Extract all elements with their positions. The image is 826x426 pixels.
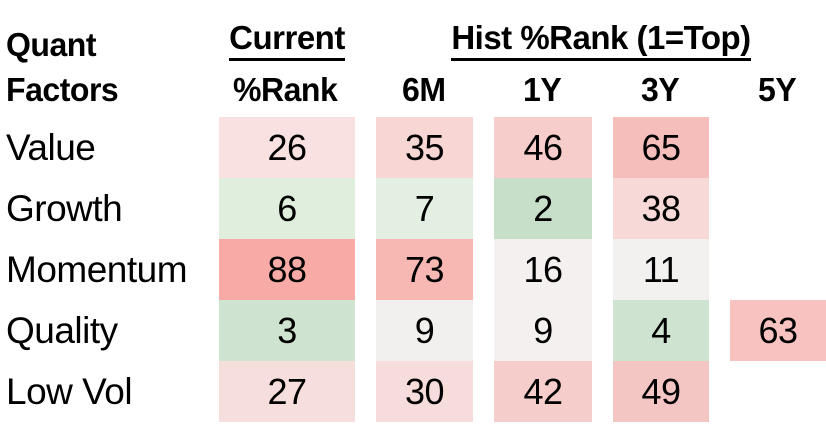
cell-low-vol-1y: 42 bbox=[494, 361, 592, 422]
cell-quality-current: 3 bbox=[219, 300, 355, 361]
cell-momentum-current: 88 bbox=[219, 239, 355, 300]
cell-momentum-3y: 11 bbox=[613, 239, 709, 300]
cell-growth-3y: 38 bbox=[613, 178, 709, 239]
group-header-hist-text: Hist %Rank (1=Top) bbox=[451, 21, 751, 61]
cell-quality-5y: 63 bbox=[730, 300, 826, 361]
group-header-hist: Hist %Rank (1=Top) bbox=[376, 0, 826, 62]
cell-value-1y: 46 bbox=[494, 117, 592, 178]
cell-momentum-1y: 16 bbox=[494, 239, 592, 300]
row-label-low-vol: Low Vol bbox=[6, 370, 133, 412]
cell-low-vol-current: 27 bbox=[219, 361, 355, 422]
cell-low-vol-5y bbox=[730, 361, 826, 422]
cell-low-vol-6m: 30 bbox=[376, 361, 473, 422]
group-header-current-text: Current bbox=[229, 21, 345, 61]
cell-value-5y bbox=[730, 117, 826, 178]
row-label-quality: Quality bbox=[6, 309, 118, 351]
cell-value-current: 26 bbox=[219, 117, 355, 178]
row-label-value: Value bbox=[6, 126, 96, 168]
col-header-3y: 3Y bbox=[641, 71, 680, 108]
col-header-1y: 1Y bbox=[523, 71, 562, 108]
cell-quality-6m: 9 bbox=[376, 300, 473, 361]
cell-momentum-6m: 73 bbox=[376, 239, 473, 300]
col-header-5y: 5Y bbox=[758, 71, 797, 108]
corner-title-line2: Factors bbox=[6, 62, 198, 117]
cell-low-vol-3y: 49 bbox=[613, 361, 709, 422]
group-header-current: Current bbox=[219, 0, 355, 62]
corner-title-text: Quant bbox=[6, 26, 97, 63]
cell-growth-1y: 2 bbox=[494, 178, 592, 239]
col-header-6m: 6M bbox=[402, 71, 446, 108]
corner-title-text2: Factors bbox=[6, 71, 119, 108]
cell-growth-6m: 7 bbox=[376, 178, 473, 239]
cell-quality-3y: 4 bbox=[613, 300, 709, 361]
cell-momentum-5y bbox=[730, 239, 826, 300]
col-header-current-rank: %Rank bbox=[233, 71, 338, 108]
cell-growth-current: 6 bbox=[219, 178, 355, 239]
cell-value-6m: 35 bbox=[376, 117, 473, 178]
cell-quality-1y: 9 bbox=[494, 300, 592, 361]
row-label-momentum: Momentum bbox=[6, 248, 188, 290]
corner-title-line1: Quant bbox=[6, 0, 198, 62]
row-label-growth: Growth bbox=[6, 187, 123, 229]
cell-growth-5y bbox=[730, 178, 826, 239]
cell-value-3y: 65 bbox=[613, 117, 709, 178]
